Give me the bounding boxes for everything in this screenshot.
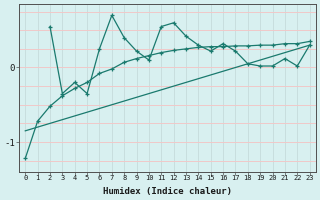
X-axis label: Humidex (Indice chaleur): Humidex (Indice chaleur) xyxy=(103,187,232,196)
